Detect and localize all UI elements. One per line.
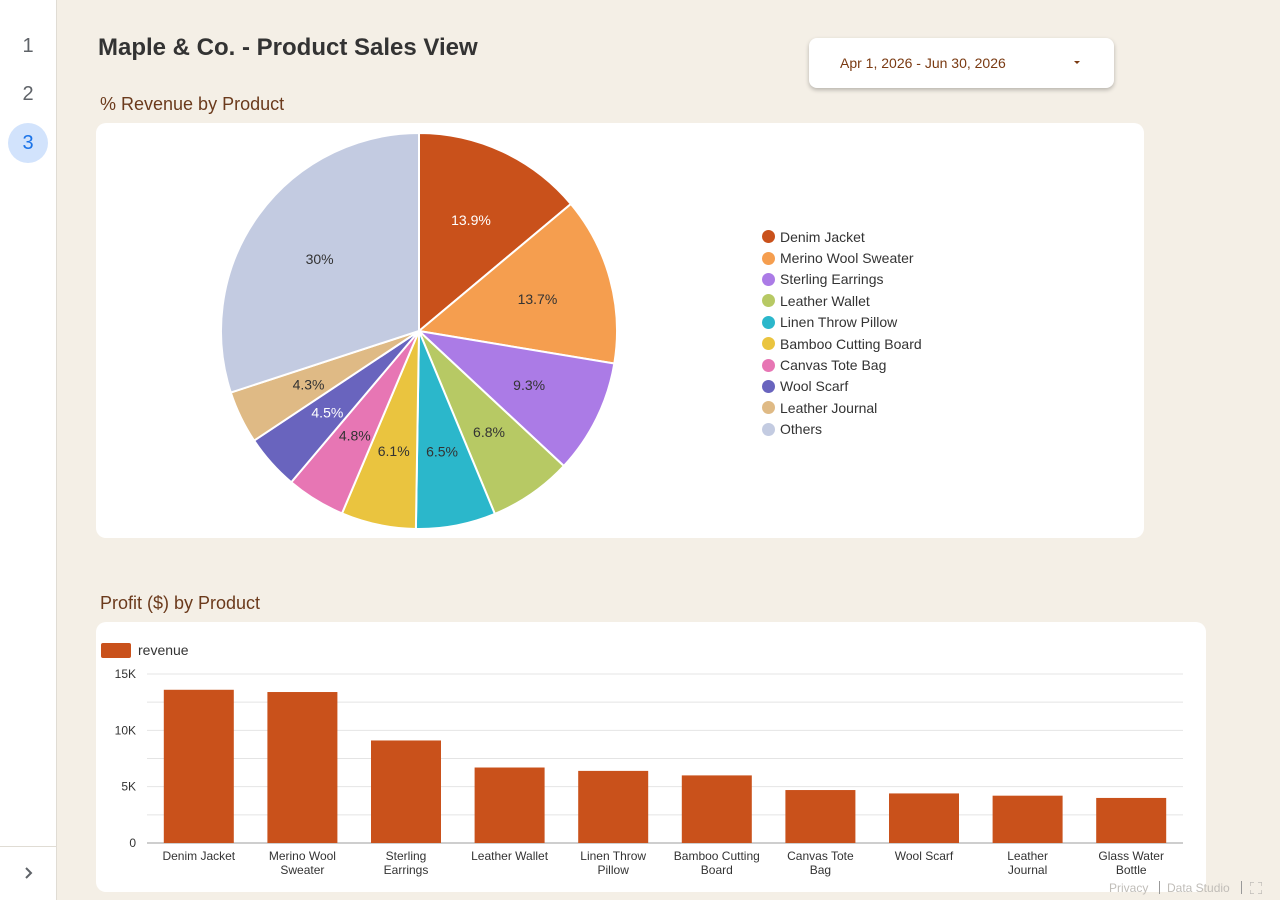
pie-legend: Denim Jacket Merino Wool Sweater Sterling … — [762, 226, 922, 440]
legend-color-dot — [762, 401, 775, 415]
x-tick-label: Leather Wallet — [471, 849, 549, 863]
pie-slice-label: 30% — [306, 251, 334, 267]
legend-item-leather-journal[interactable]: Leather Journal — [762, 397, 922, 418]
bar-legend: revenue — [101, 642, 189, 658]
legend-color-dot — [762, 315, 775, 329]
bar-sterling-earrings[interactable] — [371, 740, 441, 843]
pie-slice-label: 4.3% — [293, 377, 325, 393]
pie-slice-label: 9.3% — [513, 377, 545, 393]
legend-color-dot — [762, 272, 775, 286]
date-range-value: Apr 1, 2026 - Jun 30, 2026 — [840, 55, 1006, 71]
x-tick-label: Bamboo Cutting Board — [674, 849, 760, 877]
fullscreen-button[interactable] — [1249, 881, 1263, 895]
legend-color-dot — [762, 422, 775, 436]
bar-bamboo-cutting-board[interactable] — [681, 775, 752, 843]
y-tick-label: 5K — [121, 780, 136, 794]
legend-item-others[interactable]: Others — [762, 419, 922, 440]
pie-slice-label: 13.7% — [518, 291, 558, 307]
page-2-button[interactable]: 2 — [22, 83, 34, 105]
y-tick-label: 15K — [115, 667, 136, 681]
legend-color-dot — [762, 230, 775, 244]
bar-canvas-tote-bag[interactable] — [785, 790, 856, 843]
chevron-right-icon — [25, 867, 33, 879]
date-range-picker[interactable]: Apr 1, 2026 - Jun 30, 2026 — [809, 38, 1114, 88]
x-tick-label: Merino Wool Sweater — [269, 849, 336, 877]
legend-color-dot — [762, 294, 775, 308]
legend-item-denim-jacket[interactable]: Denim Jacket — [762, 226, 922, 247]
legend-item-leather-wallet[interactable]: Leather Wallet — [762, 290, 922, 311]
bar-legend-swatch — [101, 642, 131, 658]
page-1-button[interactable]: 1 — [22, 35, 34, 57]
y-tick-label: 0 — [129, 836, 136, 850]
bar-chart-card: 0 5K 10K 15K Denim Jacket Merino Wool Sweater S… — [96, 622, 1206, 892]
legend-color-dot — [762, 337, 775, 351]
legend-label: Leather Wallet — [780, 292, 870, 309]
bar-legend-label: revenue — [138, 642, 189, 658]
bar-denim-jacket[interactable] — [163, 689, 234, 843]
footer-divider — [1159, 881, 1160, 894]
legend-label: Others — [780, 421, 823, 438]
legend-label: Canvas Tote Bag — [780, 357, 887, 374]
revenue-pie-chart: 13.9% 13.7% 9.3% 6.8% 6.5% 6.1% 4.8% 4.5% 4.3% 30… — [220, 131, 618, 530]
legend-item-canvas-tote-bag[interactable]: Canvas Tote Bag — [762, 354, 922, 375]
pie-slice-others[interactable] — [220, 131, 420, 394]
page-3-button[interactable]: 3 — [8, 123, 48, 163]
bar-glass-water-bottle[interactable] — [1096, 797, 1167, 843]
legend-color-dot — [762, 379, 775, 393]
bar-leather-journal[interactable] — [992, 795, 1063, 843]
legend-label: Denim Jacket — [780, 228, 865, 245]
pie-slice-label: 4.5% — [311, 405, 343, 421]
pie-slice-merino-wool-sweater[interactable] — [416, 202, 618, 365]
legend-label: Leather Journal — [780, 399, 878, 416]
sidebar-divider — [0, 846, 56, 847]
x-tick-label: Wool Scarf — [895, 849, 954, 863]
pie-slice-label: 4.8% — [339, 428, 371, 444]
caret-down-icon — [1074, 61, 1080, 64]
x-tick-label: Glass Water Bottle — [1098, 849, 1164, 877]
legend-item-linen-throw-pillow[interactable]: Linen Throw Pillow — [762, 312, 922, 333]
bar-wool-scarf[interactable] — [889, 793, 959, 843]
privacy-link[interactable]: Privacy — [1109, 881, 1149, 895]
legend-item-sterling-earrings[interactable]: Sterling Earrings — [762, 269, 922, 290]
x-tick-label: Denim Jacket — [162, 849, 235, 863]
legend-label: Wool Scarf — [780, 378, 849, 395]
pie-slice-label: 6.5% — [426, 444, 458, 460]
x-tick-label: Leather Journal — [1007, 849, 1048, 877]
footer-divider — [1241, 881, 1242, 894]
x-tick-label: Canvas Tote Bag — [787, 849, 854, 877]
x-tick-label: Linen Throw Pillow — [580, 849, 646, 877]
expand-sidebar-button[interactable] — [18, 862, 40, 884]
legend-color-dot — [762, 358, 775, 372]
bar-chart-title: Profit ($) by Product — [100, 593, 261, 613]
pie-slice-label: 6.8% — [473, 424, 505, 440]
pie-chart-card: 13.9% 13.7% 9.3% 6.8% 6.5% 6.1% 4.8% 4.5% 4.3% 30… — [96, 123, 1144, 538]
pie-slice-label: 6.1% — [378, 443, 410, 459]
pie-chart-title: % Revenue by Product — [100, 94, 285, 114]
legend-label: Bamboo Cutting Board — [780, 335, 922, 352]
pie-slice-label: 13.9% — [451, 212, 491, 228]
report-title: Maple & Co. - Product Sales View — [98, 34, 478, 61]
legend-label: Merino Wool Sweater — [780, 250, 914, 267]
legend-label: Linen Throw Pillow — [780, 314, 898, 331]
bar-merino-wool-sweater[interactable] — [267, 692, 338, 843]
legend-color-dot — [762, 251, 775, 265]
bar-linen-throw-pillow[interactable] — [578, 770, 649, 843]
x-tick-label: Sterling Earrings — [384, 849, 429, 877]
legend-item-bamboo-cutting-board[interactable]: Bamboo Cutting Board — [762, 333, 922, 354]
legend-item-merino-wool-sweater[interactable]: Merino Wool Sweater — [762, 247, 922, 268]
pie-slice-sterling-earrings[interactable] — [415, 329, 616, 468]
y-tick-label: 10K — [115, 723, 136, 737]
fullscreen-icon — [1249, 881, 1263, 895]
data-studio-link[interactable]: Data Studio — [1167, 881, 1230, 895]
bar-leather-wallet[interactable] — [474, 767, 545, 843]
pie-slice-denim-jacket[interactable] — [418, 131, 573, 334]
page-navigation-sidebar: 1 2 3 — [0, 0, 57, 900]
legend-label: Sterling Earrings — [780, 271, 884, 288]
profit-bar-chart: 0 5K 10K 15K Denim Jacket Merino Wool Sweater S… — [115, 667, 1183, 877]
legend-item-wool-scarf[interactable]: Wool Scarf — [762, 376, 922, 397]
